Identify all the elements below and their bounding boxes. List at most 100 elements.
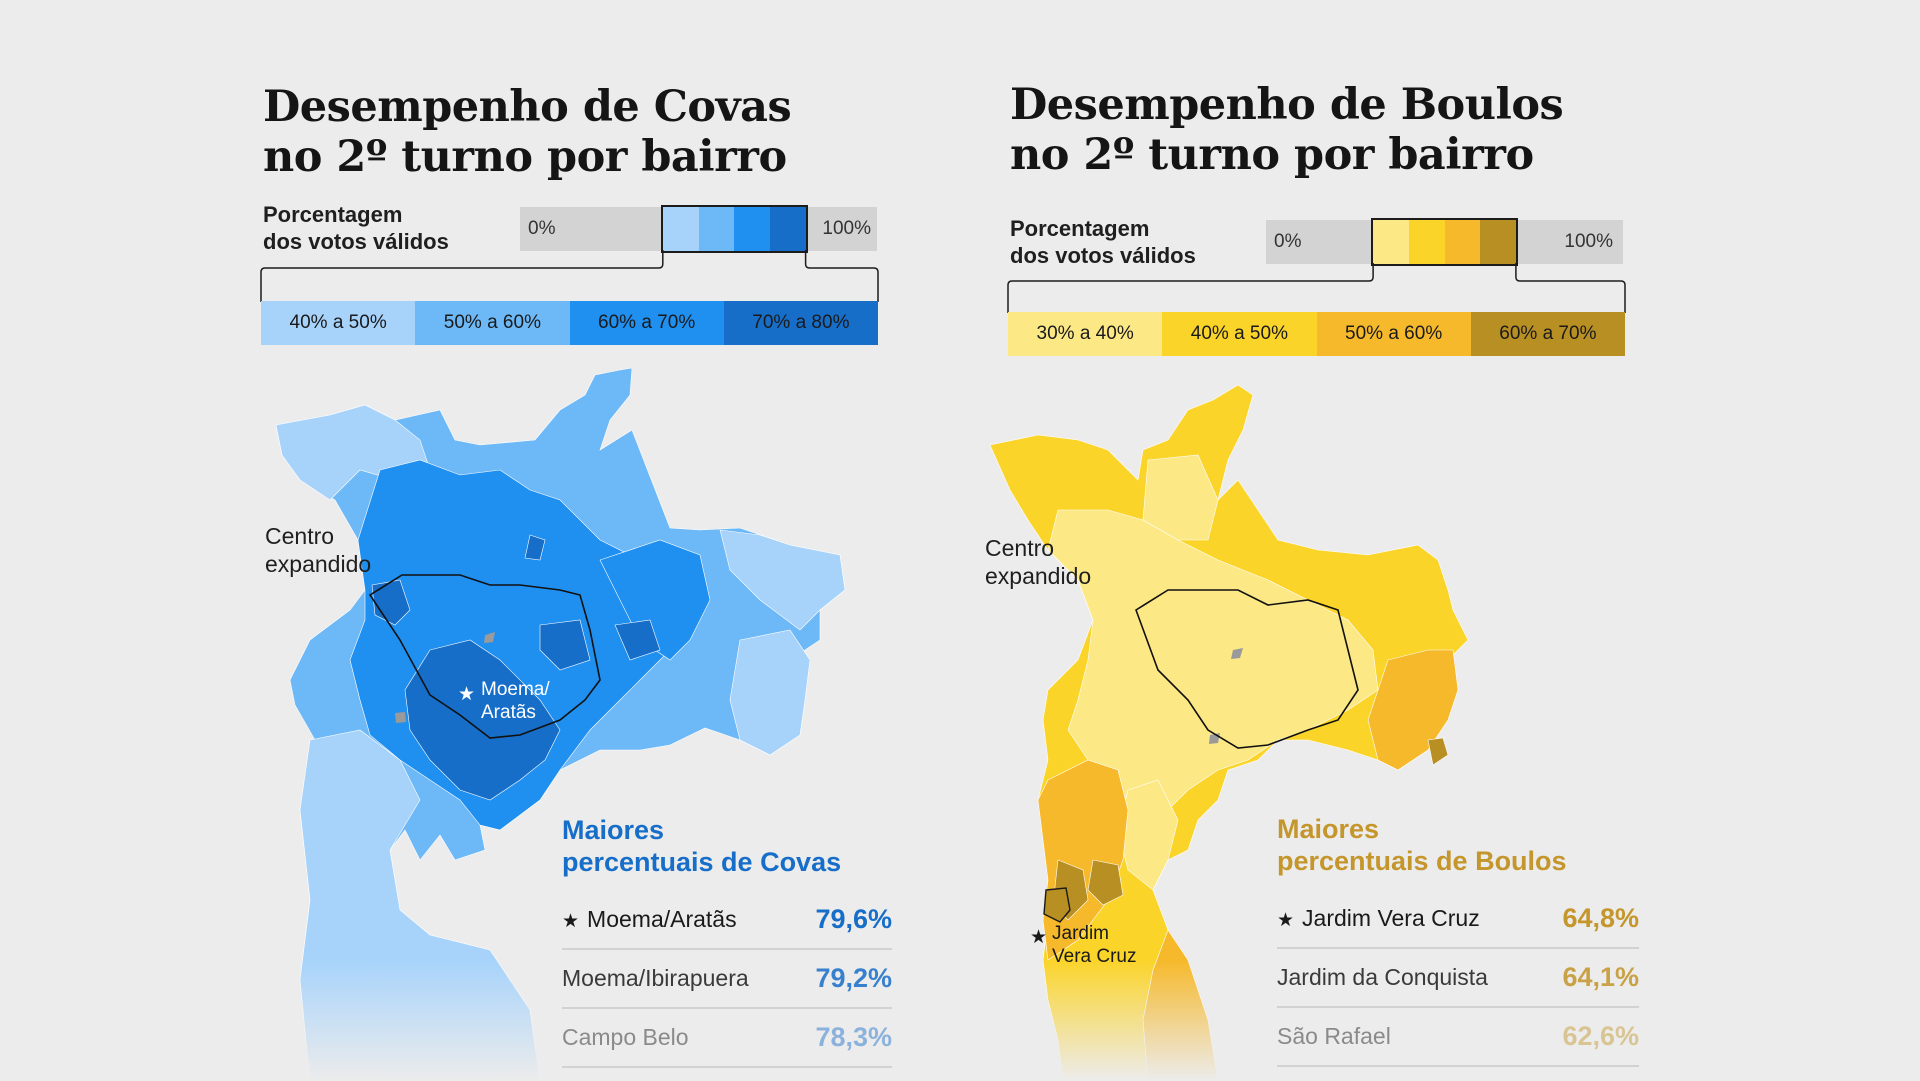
covas-ranking-row-3: Campo Belo 78,3% [562,1009,892,1068]
boulos-region-north-centre [1142,454,1219,541]
covas-legend-label-line-2: dos votos válidos [263,229,449,254]
covas-star-icon: ★ [458,684,475,705]
boulos-class-3: 50% a 60% [1316,312,1471,356]
covas-ranking-title-line-2: percentuais de Covas [562,847,842,877]
covas-class-legend: 40% a 50% 50% a 60% 60% a 70% 70% a 80% [261,301,878,345]
covas-region-north-core [524,534,546,561]
boulos-ranking-list: ★ Jardim Vera Cruz 64,8% Jardim da Conqui… [1277,890,1639,1067]
covas-map-label-line-1: Centro [265,523,335,549]
covas-ranking-name-text-1: Moema/Aratãs [587,906,737,932]
covas-ranking-value-3: 78,3% [815,1022,892,1052]
covas-scale-swatch-2 [698,207,735,251]
boulos-class-4: 60% a 70% [1470,312,1625,356]
covas-title-line-1: Desempenho de Covas [263,82,792,132]
covas-region-southwest-core [404,639,561,801]
boulos-panel: Desempenho de Boulos no 2º turno por bai… [748,0,1648,1081]
boulos-scale-swatch-4 [1480,220,1516,264]
covas-title-line-2: no 2º turno por bairro [263,132,787,182]
boulos-ranking-name-3: São Rafael [1277,1023,1391,1049]
boulos-scale-swatch-1 [1373,220,1409,264]
covas-legend-label: Porcentagem dos votos válidos [263,201,449,255]
covas-region-east-core-2 [614,619,661,661]
covas-star-label-line-1: Moema/ [481,679,550,700]
boulos-ranking-title-line-1: Maiores [1277,814,1380,844]
boulos-region-east [1367,649,1459,771]
covas-region-no-data-2 [484,632,495,643]
boulos-expanded-centre-outline [1135,589,1359,749]
boulos-ranking-value-2: 64,1% [1562,962,1639,992]
covas-scale-max: 100% [822,218,871,239]
boulos-legend-label: Porcentagem dos votos válidos [1010,215,1196,269]
covas-star-label-line-2: Aratãs [481,702,536,723]
covas-expanded-centre-outline [368,574,601,739]
covas-ranking-value-1: 79,6% [815,904,892,934]
covas-ranking-row-2: Moema/Ibirapuera 79,2% [562,950,892,1009]
covas-percentage-scale: 0% 100% [520,205,877,253]
covas-legend-label-line-1: Porcentagem [263,202,403,227]
boulos-ranking-row-3: São Rafael 62,6% [1277,1008,1639,1067]
covas-map-label: Centro expandido [265,522,371,578]
covas-region-east-core [539,619,591,671]
covas-ranking-row-1: ★ Moema/Aratãs 79,6% [562,891,892,950]
covas-ranking-value-2: 79,2% [815,963,892,993]
boulos-scale-swatch-3 [1444,220,1481,264]
covas-ranking-list: ★ Moema/Aratãs 79,6% Moema/Ibirapuera 79,… [562,891,892,1068]
boulos-title-line-1: Desempenho de Boulos [1010,80,1564,130]
star-icon: ★ [562,911,580,932]
boulos-ranking-name-1: ★ Jardim Vera Cruz [1277,905,1480,932]
covas-map-label-line-2: expandido [265,551,372,577]
boulos-map-label: Centro expandido [985,534,1091,590]
boulos-region-south-west-core-2 [1087,859,1124,906]
boulos-ranking-value-1: 64,8% [1562,903,1639,933]
boulos-scale-swatch-2 [1408,220,1445,264]
covas-star-label: Moema/ Aratãs [481,678,550,724]
boulos-map-label-line-2: expandido [985,563,1092,589]
covas-ranking-name-1: ★ Moema/Aratãs [562,906,737,933]
covas-region-west-core [371,579,411,626]
covas-class-1: 40% a 50% [261,301,416,345]
boulos-scale-range [1371,218,1518,266]
boulos-star-label: Jardim Vera Cruz [1052,922,1136,968]
boulos-scale-min: 0% [1274,231,1302,252]
covas-ranking-title: Maiores percentuais de Covas [562,814,841,878]
boulos-region-no-data-2 [1231,648,1243,659]
covas-choropleth-map: ★ [275,367,846,1081]
boulos-star-label-line-1: Jardim [1052,923,1110,944]
boulos-ranking-title: Maiores percentuais de Boulos [1277,813,1567,877]
covas-region-northeast [719,529,846,631]
covas-scale-range [660,205,808,253]
boulos-percentage-scale: 0% 100% [1266,218,1623,266]
covas-map-fade [290,960,570,1081]
covas-class-3: 60% a 70% [569,301,724,345]
boulos-region-central-west [1047,509,1379,821]
boulos-ranking-name-2: Jardim da Conquista [1277,964,1488,990]
boulos-legend-label-line-2: dos votos válidos [1010,243,1196,268]
boulos-star-label-line-2: Vera Cruz [1052,946,1137,967]
covas-panel: Desempenho de Covas no 2º turno por bair… [0,0,900,1081]
boulos-choropleth-map: ★ [989,384,1469,1081]
boulos-ranking-row-2: Jardim da Conquista 64,1% [1277,949,1639,1008]
covas-scale-min: 0% [528,218,556,239]
covas-class-4: 70% a 80% [723,301,878,345]
covas-scale-swatch-3 [734,207,770,251]
covas-region-no-data-1 [395,712,406,723]
star-icon: ★ [1277,910,1295,931]
boulos-class-legend: 30% a 40% 40% a 50% 50% a 60% 60% a 70% [1008,312,1625,356]
boulos-title-line-2: no 2º turno por bairro [1010,130,1534,180]
boulos-ranking-row-1: ★ Jardim Vera Cruz 64,8% [1277,890,1639,949]
boulos-map-fade [1038,960,1298,1081]
boulos-ranking-value-3: 62,6% [1562,1021,1639,1051]
boulos-scale-max: 100% [1564,231,1613,252]
boulos-ranking-title-line-2: percentuais de Boulos [1277,846,1567,876]
covas-ranking-name-3: Campo Belo [562,1024,689,1050]
covas-scale-swatch-1 [662,207,699,251]
boulos-class-1: 30% a 40% [1008,312,1163,356]
boulos-map-label-line-1: Centro [985,535,1055,561]
boulos-title: Desempenho de Boulos no 2º turno por bai… [1010,80,1564,180]
covas-region-east [729,629,811,756]
boulos-legend-label-line-1: Porcentagem [1010,216,1150,241]
boulos-legend-bracket [1007,263,1626,313]
covas-class-2: 50% a 60% [415,301,570,345]
covas-scale-swatch-4 [769,207,806,251]
boulos-ranking-name-text-1: Jardim Vera Cruz [1302,905,1480,931]
